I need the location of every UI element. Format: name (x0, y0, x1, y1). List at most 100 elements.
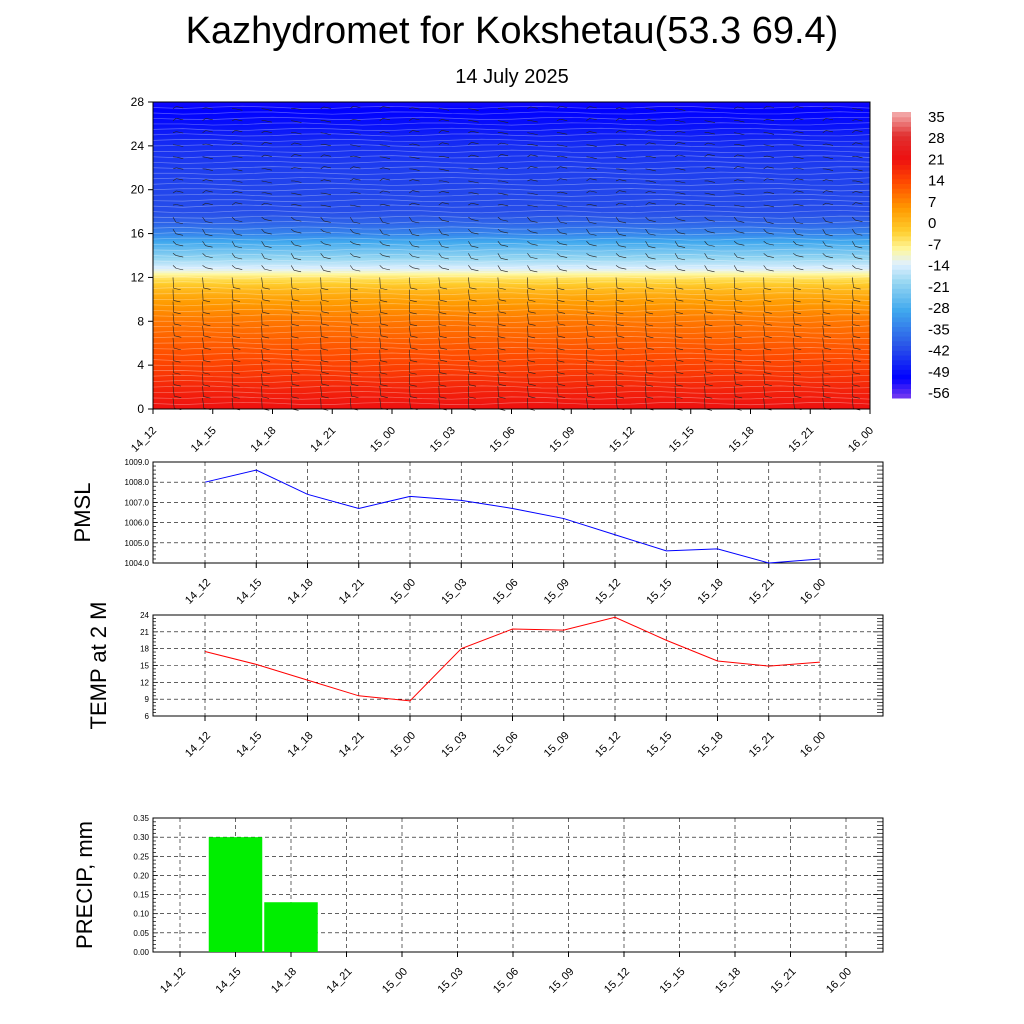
wind-barb-flag (202, 372, 211, 375)
wind-barb (379, 337, 381, 349)
wind-barb-flag (498, 359, 506, 363)
x-tick-label: 14_15 (189, 425, 219, 455)
wind-barb (586, 373, 588, 385)
wind-barb-flag (764, 323, 773, 326)
wind-barb (202, 143, 206, 146)
wind-barb (261, 180, 265, 182)
wind-barb-flag (855, 142, 863, 145)
wind-barb-flag (175, 221, 183, 225)
wind-barb (349, 216, 354, 223)
wind-barb-flag (380, 312, 388, 315)
wind-barb (202, 325, 205, 336)
wind-barb-flag (471, 154, 479, 157)
wind-barb-flag (380, 384, 388, 387)
heatmap-cell (153, 399, 870, 403)
contour-line (152, 133, 871, 137)
wind-barb (852, 119, 856, 121)
wind-barb-flag (264, 120, 272, 123)
wind-barb-flag (853, 347, 861, 350)
wind-barb-flag (707, 167, 715, 170)
wind-barb-flag (855, 257, 863, 260)
wind-barb (556, 155, 561, 158)
heatmap-cell (153, 303, 870, 307)
wind-barb-flag (530, 166, 538, 169)
wind-barb-flag (471, 142, 479, 145)
wind-barb (645, 191, 649, 194)
wind-barb (438, 202, 443, 206)
wind-barb-flag (294, 120, 302, 124)
colorbar-cell (892, 216, 911, 223)
wind-barb (349, 289, 352, 301)
wind-barb (350, 105, 354, 109)
wind-barb-flag (825, 245, 833, 248)
heatmap-cell (153, 101, 870, 105)
wind-barb-flag (528, 396, 536, 399)
wind-barb-flag (589, 167, 597, 170)
wind-barb-flag (707, 120, 715, 124)
wind-barb-flag (648, 267, 656, 270)
wind-barb (674, 349, 677, 360)
heatmap-cell (153, 138, 870, 142)
wind-barb-flag (321, 336, 329, 339)
heatmap-cell (153, 213, 870, 217)
heatmap-cell (153, 367, 870, 370)
heatmap-cell (153, 299, 870, 302)
contour-line (152, 138, 871, 142)
wind-barb (822, 130, 827, 133)
wind-barb-flag (855, 246, 863, 249)
y-tick-label: 0.10 (133, 910, 149, 919)
wind-barb (822, 385, 824, 397)
wind-barb (350, 191, 354, 194)
wind-barb-flag (382, 190, 391, 193)
wind-barb-flag (645, 324, 654, 327)
wind-barb-flag (646, 372, 654, 375)
wind-barb-flag (530, 132, 538, 136)
heatmap-cell (153, 380, 870, 383)
wind-barb (586, 106, 590, 109)
wind-barb-flag (442, 169, 450, 172)
wind-barb-flag (528, 299, 536, 302)
wind-barb-flag (855, 180, 863, 183)
wind-barb-flag (294, 257, 302, 261)
wind-barb (615, 289, 617, 301)
wind-barb (231, 385, 233, 397)
wind-barb-flag (560, 155, 568, 158)
colorbar-cell (892, 140, 911, 146)
wind-barb-flag (560, 166, 568, 169)
wind-barb-flag (471, 168, 479, 171)
wind-barb-flag (351, 383, 359, 386)
wind-barb-flag (471, 192, 479, 195)
wind-barb-flag (471, 202, 479, 205)
wind-barb-flag (705, 324, 713, 327)
colorbar-label: -49 (928, 364, 950, 381)
wind-barb-flag (294, 193, 302, 196)
wind-barb-flag (501, 132, 509, 135)
wind-barb (822, 277, 825, 288)
wind-barb-flag (176, 117, 184, 121)
wind-barb-flag (205, 234, 213, 237)
wind-barb-flag (234, 246, 243, 249)
wind-barb (172, 131, 177, 133)
wind-barb-flag (560, 118, 568, 122)
wind-barb (320, 373, 323, 385)
wind-barb-flag (232, 384, 240, 387)
wind-barb-flag (560, 132, 568, 135)
wind-barb (556, 337, 558, 349)
wind-barb (763, 253, 768, 257)
wind-barb-flag (675, 336, 683, 339)
wind-barb-flag (764, 372, 772, 375)
wind-barb (556, 325, 559, 337)
wind-barb-flag (619, 143, 627, 146)
colorbar-cell (892, 126, 911, 132)
x-tick-label: 16_00 (824, 966, 854, 996)
wind-barb-flag (205, 118, 213, 121)
wind-barb-flag (412, 202, 420, 205)
wind-barb-flag (439, 324, 447, 327)
heatmap-cell (153, 167, 870, 171)
wind-barb-flag (528, 311, 536, 314)
wind-barb-flag (705, 311, 713, 314)
wind-barb-flag (645, 384, 654, 387)
wind-barb-flag (382, 221, 390, 225)
wind-barb-flag (498, 396, 506, 399)
wind-barb (852, 265, 856, 269)
